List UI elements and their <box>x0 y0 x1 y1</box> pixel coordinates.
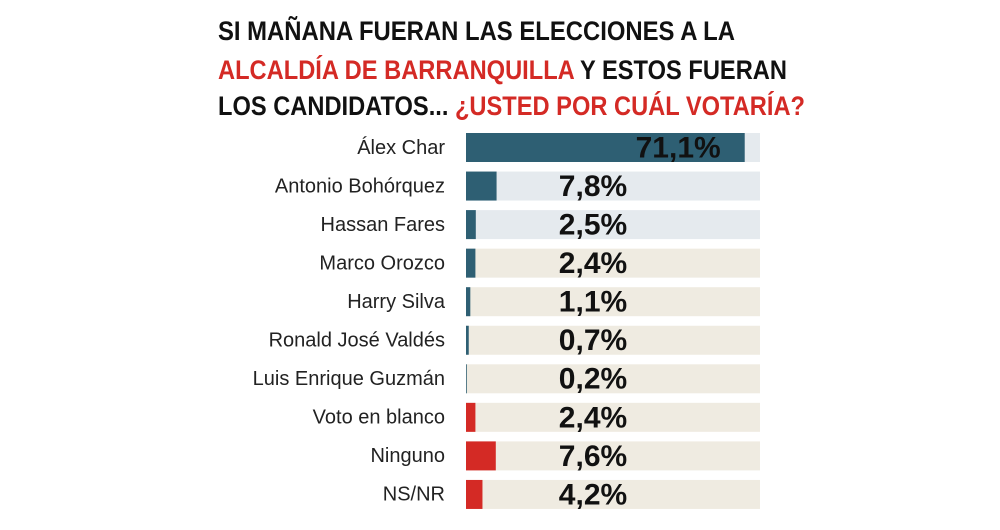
bar-track <box>466 441 760 471</box>
bar-track <box>466 210 760 240</box>
category-label: Luis Enrique Guzmán <box>253 368 445 390</box>
title-segment: SI MAÑANA FUERAN LAS ELECCIONES A LA <box>218 15 735 46</box>
value-label: 71,1% <box>636 131 721 164</box>
bar <box>466 364 467 394</box>
title-segment: Y ESTOS FUERAN <box>574 55 787 85</box>
bar <box>466 441 496 471</box>
chart-title-line: SI MAÑANA FUERAN LAS ELECCIONES A LA <box>218 15 735 46</box>
title-segment: LOS CANDIDATOS... <box>218 91 455 121</box>
category-label: Hassan Fares <box>321 214 446 236</box>
value-label: 0,7% <box>559 324 627 357</box>
bar <box>466 325 469 355</box>
bar <box>466 133 745 162</box>
bar <box>466 171 497 201</box>
bar <box>466 402 476 432</box>
category-label: NS/NR <box>383 484 445 506</box>
value-label: 2,5% <box>559 209 627 242</box>
value-label: 7,8% <box>559 170 627 203</box>
bar-track <box>466 325 760 355</box>
title-segment: ALCALDÍA DE BARRANQUILLA <box>218 54 574 85</box>
value-label: 1,1% <box>559 286 627 319</box>
chart-title-line: LOS CANDIDATOS... ¿USTED POR CUÁL VOTARÍ… <box>218 90 805 121</box>
bar-track <box>466 364 760 394</box>
bar-track <box>466 402 760 432</box>
title-segment: ¿USTED POR CUÁL VOTARÍA? <box>455 90 805 121</box>
value-label: 2,4% <box>559 247 627 280</box>
bar-track <box>466 248 760 278</box>
category-label: Voto en blanco <box>313 407 445 429</box>
category-label: Harry Silva <box>347 291 446 313</box>
bar <box>466 248 476 278</box>
bar-track <box>466 171 760 201</box>
bar <box>466 479 483 509</box>
category-label: Antonio Bohórquez <box>275 175 445 197</box>
category-label: Álex Char <box>357 136 445 159</box>
category-label: Marco Orozco <box>319 252 445 274</box>
value-label: 2,4% <box>559 401 627 434</box>
bar-track <box>466 479 760 509</box>
bar <box>466 287 471 317</box>
bar-track <box>466 287 760 317</box>
value-label: 0,2% <box>559 363 627 396</box>
category-label: Ninguno <box>370 445 445 467</box>
chart-title-line: ALCALDÍA DE BARRANQUILLA Y ESTOS FUERAN <box>218 54 787 85</box>
category-label: Ronald José Valdés <box>269 330 445 352</box>
bar <box>466 210 476 240</box>
value-label: 4,2% <box>559 478 627 511</box>
value-label: 7,6% <box>559 440 627 473</box>
